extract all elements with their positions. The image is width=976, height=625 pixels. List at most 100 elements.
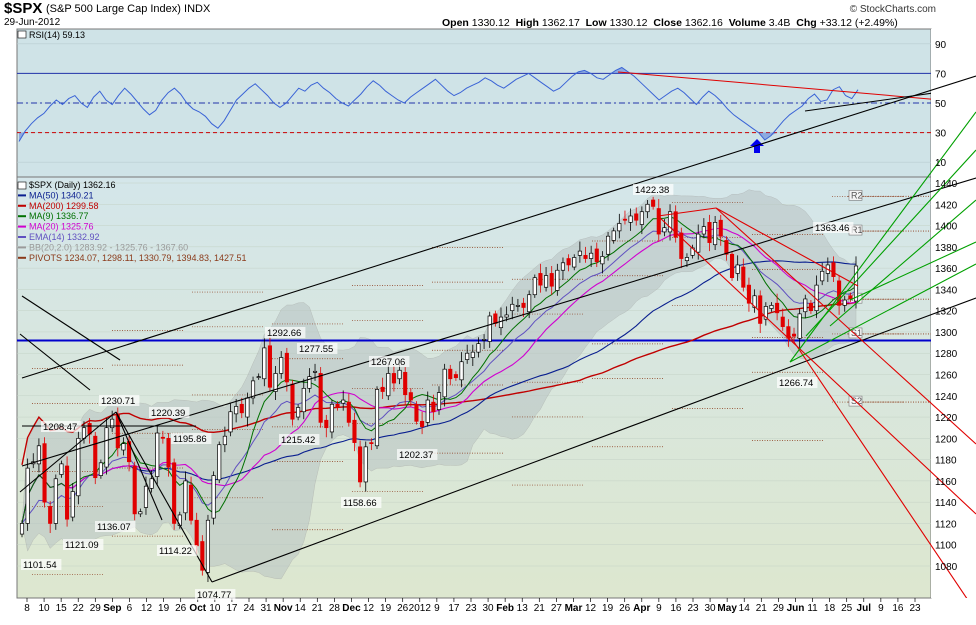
candle-down: [194, 519, 199, 547]
candle-down: [391, 373, 396, 384]
candle-up: [386, 373, 391, 397]
legend-text-3: MA(9) 1336.77: [29, 211, 89, 221]
candle-up: [769, 304, 774, 309]
candle-up: [606, 235, 611, 255]
annotation-bg: [297, 343, 338, 354]
price-y-tick-1140: 1140: [935, 498, 957, 509]
candle-up: [470, 351, 475, 358]
rsi-up-arrow-icon: [750, 139, 764, 153]
rsi-y-tick-50: 50: [935, 99, 947, 110]
x-tick-label-19: 19: [380, 603, 392, 614]
candle-down: [420, 420, 425, 427]
legend-text-2: MA(200) 1299.58: [29, 201, 99, 211]
price-y-tick-1220: 1220: [935, 413, 958, 424]
candle-up: [628, 215, 633, 223]
candle-up: [279, 357, 284, 374]
x-tick-label-13: 13: [517, 603, 529, 614]
candle-down: [448, 368, 453, 380]
x-tick-label-23: 23: [465, 603, 477, 614]
candle-down: [848, 295, 853, 300]
x-tick-label-6: 6: [127, 603, 133, 614]
candle-up: [510, 303, 515, 312]
annotation-1101.54: 1101.54: [23, 560, 57, 571]
candle-down: [93, 435, 98, 479]
price-y-tick-1440: 1440: [935, 179, 958, 190]
annotation-1121.09: 1121.09: [65, 540, 99, 551]
candle-down: [380, 386, 385, 392]
trendline-red-10: [657, 215, 976, 515]
x-tick-label-21: 21: [534, 603, 546, 614]
candle-up: [600, 256, 605, 265]
candle-down: [791, 333, 797, 337]
candle-up: [763, 306, 768, 320]
candle-down: [414, 403, 419, 422]
x-tick-label-29: 29: [90, 603, 102, 614]
candle-up: [217, 444, 222, 481]
x-tick-label-12: 12: [363, 603, 375, 614]
rsi-y-tick-90: 90: [935, 40, 947, 51]
candle-up: [211, 475, 216, 519]
rsi-legend-text: RSI(14) 59.13: [29, 30, 85, 40]
x-tick-label-14: 14: [295, 603, 307, 614]
x-tick-label-Sep: Sep: [103, 603, 121, 614]
high-value: 1362.17: [541, 17, 580, 29]
price-y-tick-1100: 1100: [935, 541, 957, 552]
x-tick-label-17: 17: [226, 603, 238, 614]
annotation-1266.74: 1266.74: [779, 378, 813, 389]
rsi-trendline-black: [804, 92, 931, 112]
pivot-label-S1: S1: [851, 328, 862, 338]
candle-up: [19, 523, 25, 535]
candle-down: [172, 462, 177, 524]
legend-text-7: PIVOTS 1234.07, 1298.11, 1330.79, 1394.8…: [29, 253, 247, 263]
candle-down: [656, 208, 661, 235]
price-y-tick-1300: 1300: [935, 328, 958, 339]
x-tick-label-28: 28: [329, 603, 341, 614]
price-y-tick-1360: 1360: [935, 264, 958, 275]
brand-logo[interactable]: © StockCharts.com: [849, 4, 936, 15]
price-y-tick-1200: 1200: [935, 434, 958, 445]
legend-text-0: $SPX (Daily) 1362.16: [29, 180, 116, 190]
x-tick-label-12: 12: [585, 603, 597, 614]
candle-up: [397, 369, 402, 380]
annotation-1363.46: 1363.46: [815, 223, 849, 234]
candle-up: [555, 269, 560, 291]
x-tick-label-30: 30: [483, 603, 495, 614]
candle-down: [324, 419, 329, 429]
x-tick-label-25: 25: [841, 603, 853, 614]
candle-down: [549, 273, 554, 287]
candle-up: [98, 462, 103, 476]
candle-up: [205, 519, 211, 573]
annotation-bg: [279, 434, 320, 445]
candle-down: [284, 352, 289, 383]
price-y-tick-1260: 1260: [935, 371, 958, 382]
x-tick-label-9: 9: [878, 603, 884, 614]
x-tick-label-Feb: Feb: [496, 603, 514, 614]
annotation-1195.86: 1195.86: [173, 434, 207, 445]
annotation-bg: [63, 539, 104, 550]
candle-up: [59, 463, 64, 475]
chart-date: 29-Jun-2012: [4, 17, 61, 28]
candle-down: [775, 302, 780, 314]
trendline-black-2: [211, 297, 976, 583]
candle-up: [425, 399, 430, 423]
rsi-y-tick-30: 30: [935, 129, 947, 140]
candle-down: [189, 484, 194, 521]
candle-down: [538, 273, 543, 286]
close-value: 1362.16: [684, 17, 723, 29]
candle-up: [589, 252, 594, 259]
annotation-1277.55: 1277.55: [299, 344, 333, 355]
candle-down: [200, 541, 205, 571]
low-value: 1330.12: [609, 17, 648, 29]
trendline-red-13: [715, 207, 859, 287]
candle-up: [273, 373, 278, 392]
open-label: Open: [442, 17, 469, 29]
candle-down: [352, 419, 357, 443]
candle-up: [149, 478, 154, 489]
rsi-legend-swatch: [17, 30, 27, 39]
price-y-tick-1380: 1380: [935, 243, 958, 254]
x-tick-label-Apr: Apr: [633, 603, 650, 614]
candle-up: [487, 315, 492, 342]
candle-up: [138, 511, 143, 515]
candle-up: [684, 257, 689, 262]
pivot-label-box: [848, 189, 863, 201]
